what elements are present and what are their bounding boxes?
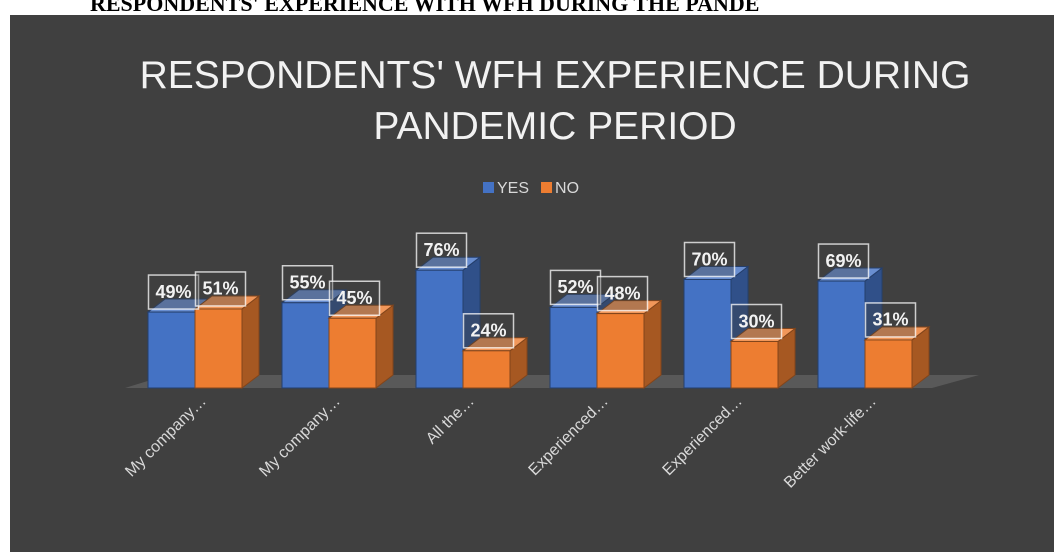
data-label-box [683, 241, 736, 278]
data-label: 49% [155, 282, 191, 302]
bar [415, 269, 464, 389]
data-label: 52% [557, 277, 593, 297]
title-line: RESPONDENTS' WFH EXPERIENCE DURING [140, 54, 971, 97]
data-label: 48% [604, 283, 640, 303]
data-label-box [147, 274, 200, 310]
bar [683, 279, 732, 389]
data-label-box [730, 303, 783, 340]
bar-side [643, 299, 662, 390]
data-label-box [194, 271, 247, 307]
legend-swatch [541, 182, 553, 193]
data-label-box [415, 232, 468, 268]
data-label: 51% [202, 279, 238, 299]
data-label: 30% [738, 311, 774, 331]
title-line: PANDEMIC PERIOD [373, 105, 736, 148]
data-label-box [864, 302, 917, 338]
legend-swatch [483, 182, 494, 193]
bar-side [241, 294, 260, 390]
data-label: 70% [691, 249, 727, 269]
bar [596, 313, 645, 389]
data-label-box [596, 275, 649, 312]
data-label: 24% [470, 321, 506, 341]
page-heading: RESPONDENTS' EXPERIENCE WITH WFH DURING … [90, 0, 760, 16]
legend-label: YES [497, 180, 529, 197]
data-label: 69% [825, 251, 861, 271]
bar [462, 350, 511, 389]
data-label-box [549, 269, 602, 306]
bar [281, 302, 330, 389]
data-label: 76% [423, 240, 459, 260]
data-label-box [817, 243, 870, 279]
data-label-box [462, 313, 515, 349]
bar [730, 341, 779, 389]
bar [194, 308, 243, 389]
data-label: 55% [289, 273, 325, 293]
data-label: 45% [336, 288, 372, 308]
bar [147, 311, 196, 389]
bar [864, 339, 913, 389]
data-label-box [281, 265, 334, 301]
bar [328, 317, 377, 389]
chart-title: RESPONDENTS' WFH EXPERIENCE DURING PANDEM… [140, 54, 971, 148]
data-label-box [328, 280, 381, 316]
legend-label: NO [555, 180, 579, 197]
bar [817, 280, 866, 389]
data-label: 31% [872, 310, 908, 330]
bar [549, 306, 598, 389]
bar-side [375, 304, 394, 390]
